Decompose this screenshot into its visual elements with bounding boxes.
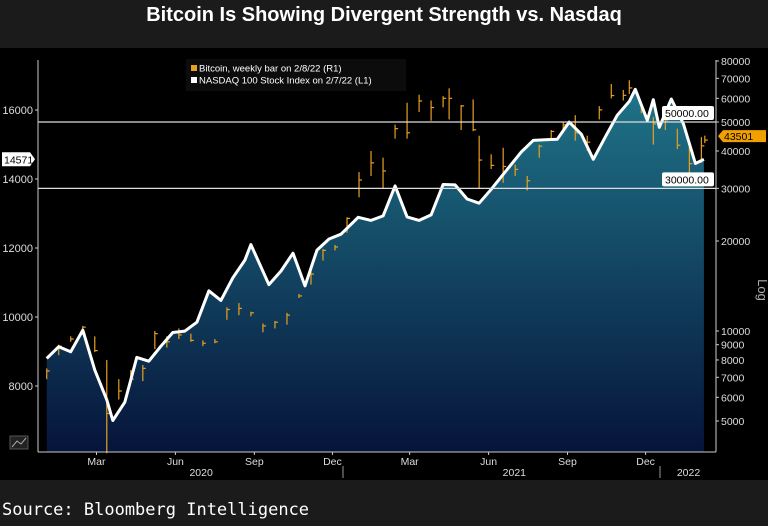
bitcoin-bar bbox=[700, 137, 705, 163]
x-tick-label: Sep bbox=[558, 456, 577, 468]
right-tick-label: 70000 bbox=[721, 73, 750, 85]
chart-title: Bitcoin Is Showing Divergent Strength vs… bbox=[0, 0, 768, 46]
bitcoin-bar bbox=[262, 323, 266, 333]
bitcoin-last-value-box bbox=[718, 130, 766, 143]
right-tick-label: 40000 bbox=[721, 146, 750, 158]
bitcoin-bar bbox=[274, 321, 278, 329]
right-tick-label: 8000 bbox=[721, 355, 745, 367]
log-scale-label: Log bbox=[755, 279, 768, 301]
bitcoin-last-value: 43501 bbox=[724, 131, 753, 143]
left-tick-label: 10000 bbox=[2, 312, 33, 324]
bitcoin-bar bbox=[70, 336, 74, 342]
reference-label-box bbox=[662, 106, 714, 121]
x-tick-label: Jun bbox=[480, 456, 497, 468]
left-tick-label: 16000 bbox=[2, 105, 33, 117]
bitcoin-bar bbox=[286, 312, 290, 325]
bitcoin-bar bbox=[550, 130, 555, 140]
bitcoin-bar bbox=[190, 333, 194, 342]
right-tick-label: 50000 bbox=[721, 117, 750, 129]
chart-svg: 50000.00 30000.00 8000 10000 12000 14000 16000… bbox=[2, 56, 768, 479]
right-tick-label: 5000 bbox=[721, 416, 745, 428]
bitcoin-bar bbox=[514, 164, 519, 176]
reference-label: 30000.00 bbox=[665, 174, 709, 186]
bitcoin-bar bbox=[478, 135, 483, 189]
x-year-label: 2021 bbox=[503, 467, 527, 479]
x-tick-label: Sep bbox=[245, 456, 264, 468]
x-tick-label: Mar bbox=[401, 456, 420, 468]
bitcoin-bar bbox=[46, 368, 50, 380]
right-tick-label: 9000 bbox=[721, 340, 745, 352]
nasdaq-last-value: 14571 bbox=[4, 154, 33, 166]
bitcoin-bar bbox=[598, 106, 603, 120]
source-note: Source: Bloomberg Intelligence bbox=[2, 500, 310, 520]
nasdaq-last-value-box bbox=[2, 152, 35, 167]
bitcoin-bar bbox=[178, 328, 182, 340]
bitcoin-bar bbox=[298, 293, 302, 298]
bitcoin-bar bbox=[202, 340, 206, 347]
x-tick-label: Mar bbox=[87, 456, 106, 468]
bitcoin-bar bbox=[214, 339, 218, 344]
bitcoin-bar bbox=[238, 303, 242, 316]
bitcoin-bar bbox=[334, 244, 339, 251]
legend-swatch-bitcoin bbox=[191, 65, 197, 71]
right-tick-label: 80000 bbox=[721, 56, 750, 68]
right-tick-label: 10000 bbox=[721, 326, 750, 338]
bitcoin-bar bbox=[226, 307, 230, 320]
bitcoin-bar bbox=[406, 102, 411, 139]
bitcoin-bar bbox=[472, 99, 477, 132]
x-year-label: 2020 bbox=[189, 467, 213, 479]
legend-label-bitcoin: Bitcoin, weekly bar on 2/8/22 (R1) bbox=[199, 64, 342, 75]
right-tick-label: 20000 bbox=[721, 236, 750, 248]
right-tick-label: 60000 bbox=[721, 93, 750, 105]
bitcoin-bar bbox=[448, 88, 453, 120]
x-year-label: 2022 bbox=[677, 467, 701, 479]
left-tick-label: 8000 bbox=[9, 381, 33, 393]
legend-label-nasdaq: NASDAQ 100 Stock Index on 2/7/22 (L1) bbox=[199, 76, 372, 87]
x-tick-label: Dec bbox=[323, 456, 342, 468]
bitcoin-bar bbox=[490, 154, 495, 170]
x-tick-label: Jun bbox=[167, 456, 184, 468]
bitcoin-bar bbox=[676, 128, 681, 150]
bitcoin-bar bbox=[622, 89, 627, 101]
right-tick-label: 6000 bbox=[721, 392, 745, 404]
bitcoin-bar bbox=[118, 379, 122, 400]
bitcoin-bar bbox=[704, 135, 708, 144]
bitcoin-bar bbox=[418, 94, 423, 113]
chart-type-icon[interactable] bbox=[9, 435, 29, 450]
bitcoin-bar bbox=[394, 124, 399, 139]
bitcoin-bar bbox=[142, 364, 146, 382]
reference-label-box bbox=[662, 172, 714, 187]
bitcoin-bar bbox=[358, 172, 363, 198]
bitcoin-bar bbox=[628, 80, 633, 95]
x-tick-label: Dec bbox=[636, 456, 655, 468]
bitcoin-bar bbox=[430, 100, 435, 121]
bitcoin-bar bbox=[460, 104, 465, 131]
left-tick-label: 14000 bbox=[2, 174, 33, 186]
bitcoin-bar bbox=[538, 144, 543, 158]
bitcoin-bar bbox=[94, 336, 98, 353]
bitcoin-bar bbox=[610, 84, 615, 99]
bitcoin-bar bbox=[442, 96, 447, 108]
right-tick-label: 7000 bbox=[721, 372, 745, 384]
reference-label: 50000.00 bbox=[665, 108, 709, 120]
left-tick-label: 12000 bbox=[2, 243, 33, 255]
bitcoin-bar bbox=[502, 147, 507, 183]
bitcoin-bar bbox=[250, 311, 254, 317]
legend: Bitcoin, weekly bar on 2/8/22 (R1) NASDA… bbox=[186, 59, 406, 91]
nasdaq-area bbox=[46, 89, 704, 453]
bitcoin-bar bbox=[370, 150, 375, 176]
chart-panel: 50000.00 30000.00 8000 10000 12000 14000 16000… bbox=[0, 48, 768, 480]
bitcoin-bar bbox=[322, 249, 326, 261]
bitcoin-bar bbox=[382, 157, 387, 189]
bitcoin-bar bbox=[154, 331, 158, 350]
right-tick-label: 30000 bbox=[721, 183, 750, 195]
bitcoin-bar bbox=[310, 270, 314, 285]
legend-swatch-nasdaq bbox=[191, 77, 197, 83]
